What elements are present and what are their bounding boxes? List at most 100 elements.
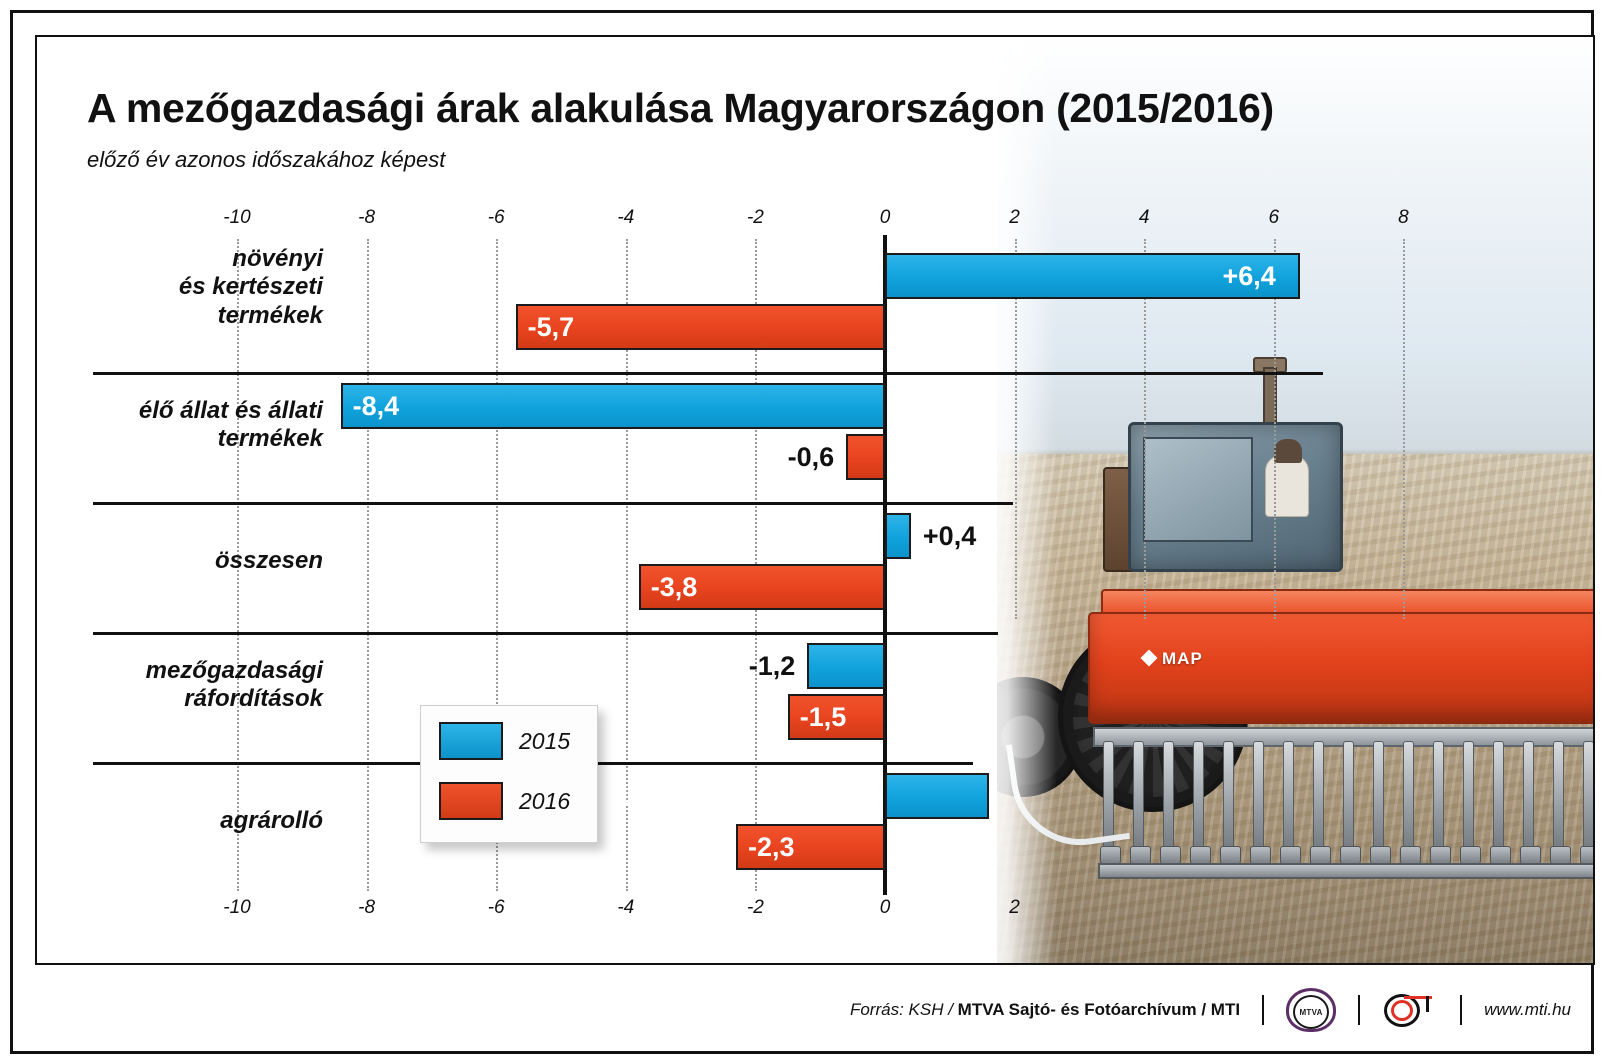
seeder-brand-label: MAP xyxy=(1140,649,1203,669)
bar-2015-row1[interactable] xyxy=(885,253,1300,299)
bar-value-2015-row2: -8,4 xyxy=(352,391,400,421)
bar-value-2015-row3: +0,4 xyxy=(922,521,977,551)
footer-divider-1 xyxy=(1262,995,1265,1025)
mti-logo xyxy=(1382,988,1438,1032)
axis-top-tick--8: -8 xyxy=(358,207,376,228)
seeder-lower-bar xyxy=(1098,863,1593,879)
mtva-logo: MTVA xyxy=(1286,988,1337,1032)
gridline-2 xyxy=(1014,239,1017,619)
category-label-4: mezőgazdasági ráfordítások xyxy=(43,657,323,714)
source-bold: MTVA Sajtó- és Fotóarchívum / MTI xyxy=(957,1000,1241,1019)
legend-row-2015: 2015 xyxy=(439,722,597,760)
gridline--8 xyxy=(366,239,369,891)
tractor-driver xyxy=(1265,439,1309,517)
axis-bottom-tick-0: 0 xyxy=(879,897,891,918)
bar-value-2016-row2: -0,6 xyxy=(787,442,835,472)
mtva-logo-text: MTVA xyxy=(1299,1008,1323,1017)
bar-value-2016-row5: -2,3 xyxy=(747,832,795,862)
seeder-tine xyxy=(1430,741,1451,868)
axis-bottom-tick--8: -8 xyxy=(358,897,376,918)
category-label-1: növényi és kertészeti termékek xyxy=(43,245,323,330)
gridline--4 xyxy=(625,239,628,891)
axis-top-tick-6: 6 xyxy=(1268,207,1280,228)
gridline--6 xyxy=(496,239,499,891)
seeder-tine xyxy=(1490,741,1511,868)
inner-frame: MAP A mezőgazdasági árak alakulása Magya… xyxy=(35,35,1595,965)
mti-inner-ring-icon xyxy=(1391,1000,1414,1021)
footer-divider-2 xyxy=(1358,995,1361,1025)
bar-2016-row2[interactable] xyxy=(846,434,885,480)
bar-value-2016-row4: -1,5 xyxy=(799,702,847,732)
category-label-line: és kertészeti xyxy=(178,273,323,301)
tractor-photo: MAP xyxy=(953,37,1593,963)
axis-top-tick-0: 0 xyxy=(879,207,891,228)
axis-top-tick--10: -10 xyxy=(223,207,251,228)
seeder-tine xyxy=(1130,741,1151,868)
bar-2016-row1[interactable] xyxy=(515,304,885,350)
gridline-4 xyxy=(1144,239,1147,619)
seeder-tine xyxy=(1220,741,1241,868)
axis-top-tick-4: 4 xyxy=(1138,207,1150,228)
category-label-5: agrárolló xyxy=(43,807,323,835)
mtva-outer-arc-icon xyxy=(1286,988,1337,1032)
category-label-2: élő állat és állati termékek xyxy=(43,397,323,454)
legend-label-2016: 2016 xyxy=(519,787,571,814)
legend-row-2016: 2016 xyxy=(439,782,597,820)
axis-top-tick-2: 2 xyxy=(1009,207,1020,228)
seeder-tine xyxy=(1520,741,1541,868)
bar-2015-row2[interactable] xyxy=(340,383,885,429)
axis-bottom: -10 -8 -6 -4 -2 0 2 xyxy=(73,897,1363,923)
footer-divider-3 xyxy=(1460,995,1463,1025)
category-label-3: összesen xyxy=(43,547,323,575)
category-label-line: mezőgazdasági xyxy=(145,657,323,684)
bar-2015-row3[interactable] xyxy=(885,513,911,559)
axis-bottom-tick--2: -2 xyxy=(746,897,764,918)
gridline-6 xyxy=(1273,239,1276,619)
axis-top-tick--2: -2 xyxy=(746,207,764,228)
seeder-tine xyxy=(1340,741,1361,868)
source-text: Forrás: KSH / MTVA Sajtó- és Fotóarchívu… xyxy=(850,1000,1240,1020)
mti-ring-icon xyxy=(1384,994,1421,1027)
bar-value-2016-row3: -3,8 xyxy=(650,572,698,602)
legend-swatch-2016 xyxy=(439,782,503,820)
seeder-tine xyxy=(1400,741,1421,868)
page-subtitle: előző év azonos időszakához képest xyxy=(87,147,446,172)
category-label-line: összesen xyxy=(214,547,323,574)
mti-bar-icon xyxy=(1404,996,1433,999)
bar-2016-row3[interactable] xyxy=(638,564,885,610)
axis-top-tick-8: 8 xyxy=(1398,207,1409,228)
legend-swatch-2015 xyxy=(439,722,503,760)
website-link[interactable]: www.mti.hu xyxy=(1484,1000,1571,1019)
category-label-line: termékek xyxy=(217,425,323,453)
seeder-tine xyxy=(1160,741,1181,868)
bar-value-2015-row4: -1,2 xyxy=(748,651,796,681)
page-title: A mezőgazdasági árak alakulása Magyarors… xyxy=(87,85,1274,131)
tractor-window xyxy=(1143,437,1253,542)
bar-value-2016-row1: -5,7 xyxy=(527,312,575,342)
seeder-tine xyxy=(1550,741,1571,868)
bar-2015-row4[interactable] xyxy=(807,643,885,689)
row-separator-2 xyxy=(93,502,1013,505)
axis-bottom-tick--10: -10 xyxy=(223,897,251,918)
category-label-line: termékek xyxy=(217,301,323,329)
axis-top: -10 -8 -6 -4 -2 0 2 4 6 8 xyxy=(73,207,1408,233)
bar-2015-row5[interactable] xyxy=(885,773,989,819)
mti-stem-icon xyxy=(1426,996,1430,1012)
seeder-tine xyxy=(1460,741,1481,868)
chart-plot-area: -10 -8 -6 -4 -2 0 2 4 6 8 -10 -8 -6 -4 -2 0 2 +6,4 -5,7 -… xyxy=(73,207,1409,927)
axis-bottom-tick-2: 2 xyxy=(1009,897,1020,918)
footer-bar: Forrás: KSH / MTVA Sajtó- és Fotóarchívu… xyxy=(35,975,1595,1045)
axis-top-tick--6: -6 xyxy=(487,207,505,228)
gridline-8 xyxy=(1403,239,1406,619)
category-label-line: agrárolló xyxy=(220,807,323,834)
bar-2016-row5[interactable] xyxy=(735,824,885,870)
bar-2016-row4[interactable] xyxy=(787,694,885,740)
seeder-tine xyxy=(1370,741,1391,868)
seeder-tine xyxy=(1310,741,1331,868)
bar-value-2015-row1: +6,4 xyxy=(1222,261,1276,291)
category-label-line: növényi xyxy=(232,245,323,272)
zero-axis-line xyxy=(883,235,887,895)
category-label-line: élő állat és állati xyxy=(138,397,323,424)
axis-bottom-tick--6: -6 xyxy=(487,897,505,918)
